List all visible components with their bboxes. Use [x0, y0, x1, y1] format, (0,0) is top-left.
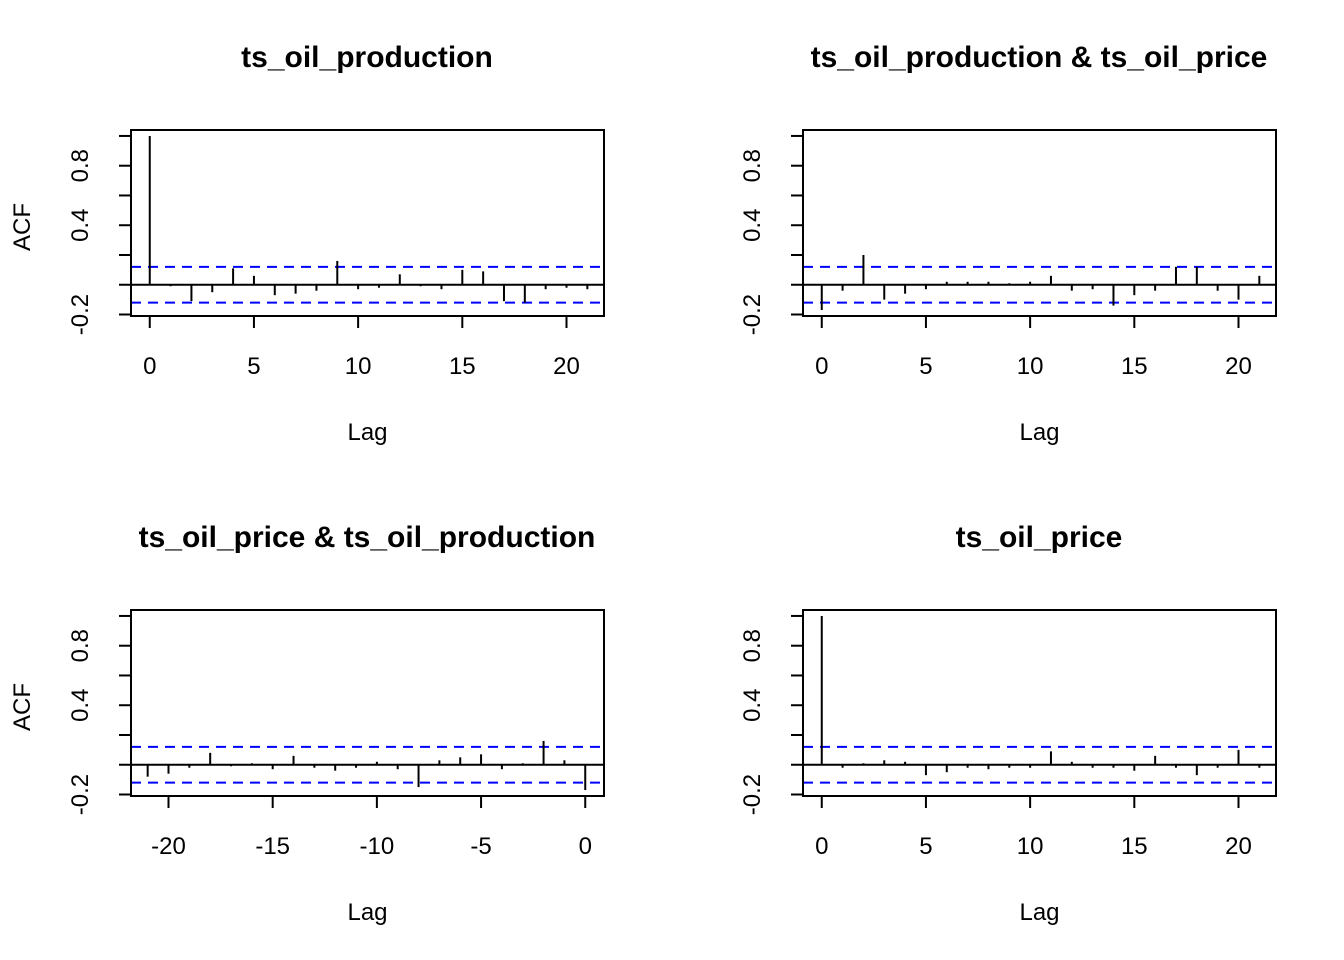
x-tick-label: 0: [143, 353, 156, 380]
acf-panel-3: ts_oil_price & ts_oil_production -0.2 0.4 0…: [9, 521, 605, 926]
x-tick-label: 0: [815, 833, 828, 860]
y-tick-label: 0.4: [67, 209, 94, 242]
acf-panel-4: ts_oil_price -0.2 0.4 0.8 0 5 10 15 20 Lag: [739, 521, 1277, 926]
plot-frame: [130, 609, 605, 797]
plot-frame: [802, 129, 1277, 317]
y-tick-label: 0.4: [67, 689, 94, 722]
x-tick-label: 10: [345, 353, 372, 380]
plot-frame: [802, 609, 1277, 797]
x-tick-label: 10: [1017, 833, 1044, 860]
y-tick-label: 0.8: [67, 149, 94, 182]
acf-panel-1: ts_oil_production -0.2 0.4 0.8 0 5 10 15 20 Lag AC…: [9, 41, 605, 446]
x-axis-label: Lag: [347, 419, 387, 446]
y-axis-label: ACF: [9, 683, 36, 731]
panel-title: ts_oil_production: [241, 41, 493, 74]
panel-title: ts_oil_price: [956, 521, 1123, 554]
y-tick-label: -0.2: [67, 774, 94, 815]
x-axis-label: Lag: [1019, 419, 1059, 446]
plot-frame: [130, 129, 605, 317]
x-tick-label: -10: [360, 833, 395, 860]
y-axis-label: ACF: [9, 203, 36, 251]
x-tick-label: -15: [255, 833, 290, 860]
y-tick-label: -0.2: [67, 294, 94, 335]
panel-title: ts_oil_production & ts_oil_price: [811, 41, 1268, 74]
x-tick-label: 15: [1121, 833, 1148, 860]
y-tick-label: -0.2: [739, 294, 766, 335]
x-tick-label: 5: [919, 833, 932, 860]
x-tick-label: 20: [1225, 353, 1252, 380]
y-tick-label: 0.8: [739, 149, 766, 182]
y-tick-label: -0.2: [739, 774, 766, 815]
x-tick-label: 0: [579, 833, 592, 860]
x-axis-label: Lag: [1019, 899, 1059, 926]
panel-title: ts_oil_price & ts_oil_production: [139, 521, 596, 554]
x-tick-label: 20: [1225, 833, 1252, 860]
x-tick-label: -5: [470, 833, 491, 860]
acf-panel-2: ts_oil_production & ts_oil_price -0.2 0.4 0…: [739, 41, 1277, 446]
y-tick-label: 0.4: [739, 689, 766, 722]
y-tick-label: 0.4: [739, 209, 766, 242]
x-tick-label: 15: [449, 353, 476, 380]
x-axis-label: Lag: [347, 899, 387, 926]
x-tick-label: 10: [1017, 353, 1044, 380]
x-tick-label: 15: [1121, 353, 1148, 380]
x-tick-label: 5: [247, 353, 260, 380]
y-tick-label: 0.8: [739, 629, 766, 662]
x-tick-label: 0: [815, 353, 828, 380]
x-tick-label: 5: [919, 353, 932, 380]
x-tick-label: 20: [553, 353, 580, 380]
y-tick-label: 0.8: [67, 629, 94, 662]
x-tick-label: -20: [151, 833, 186, 860]
